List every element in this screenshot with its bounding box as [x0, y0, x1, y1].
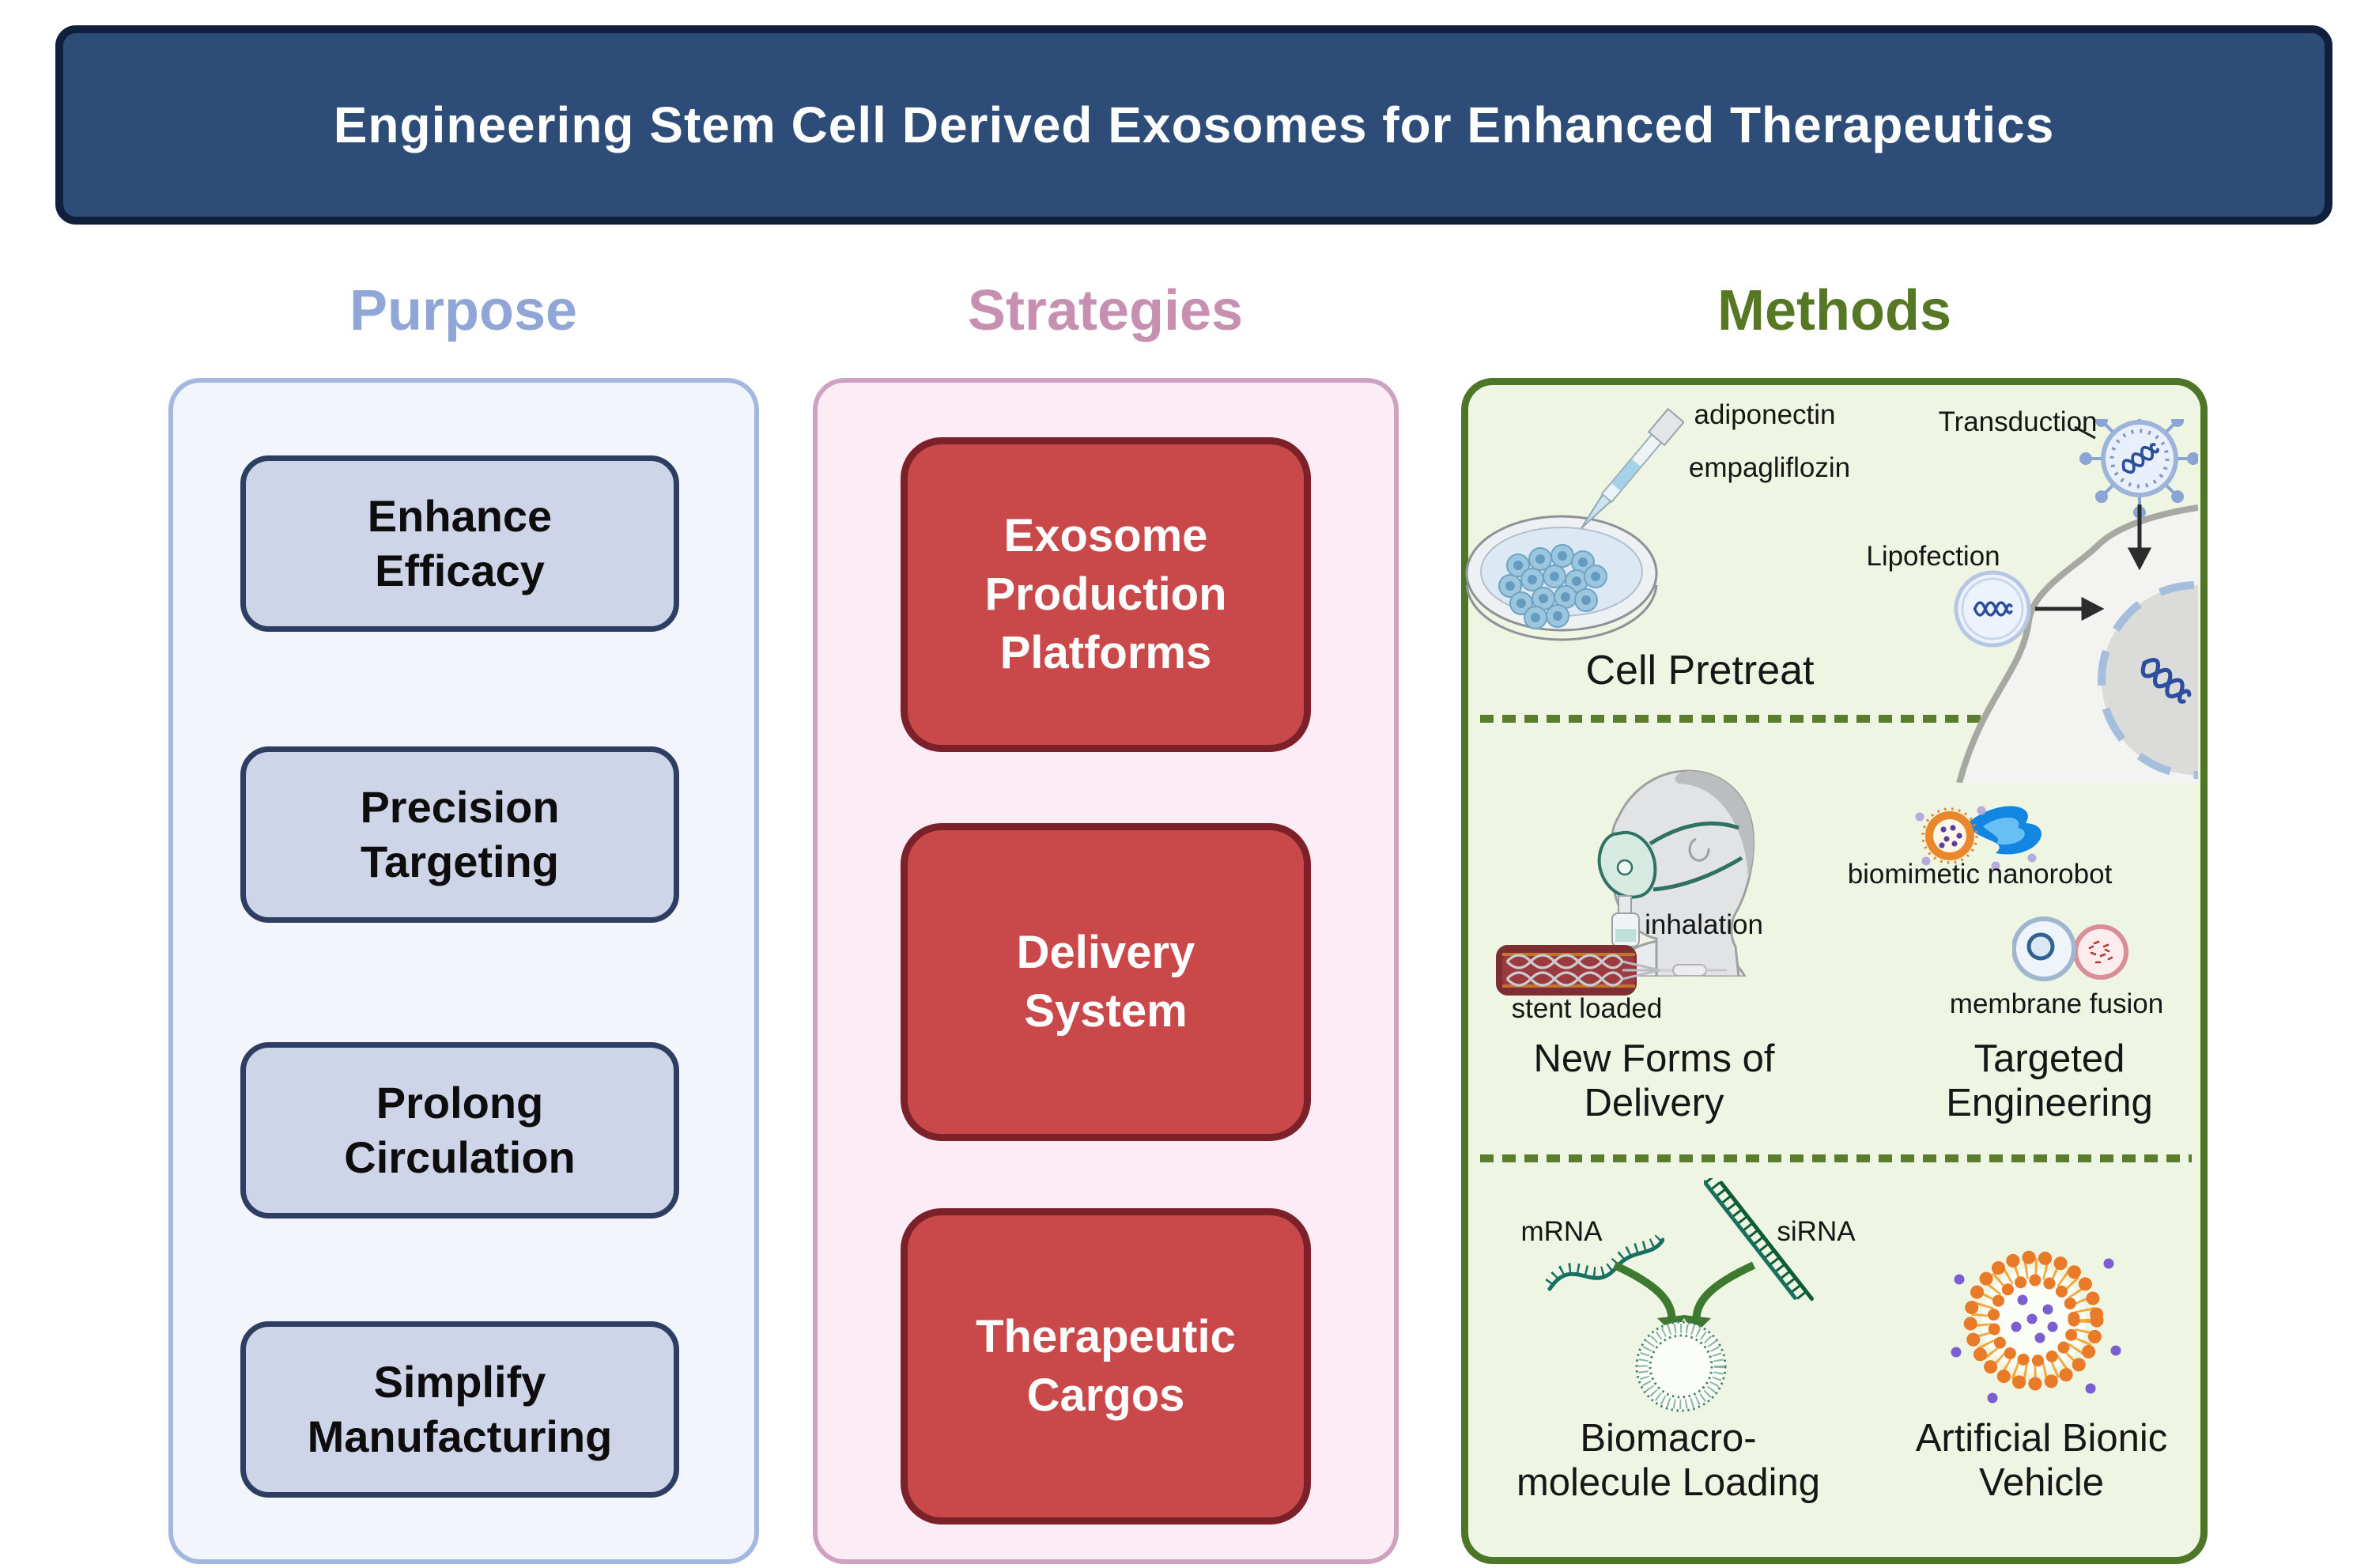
petri-dish-icon — [1465, 407, 1684, 641]
stent-mesh — [1505, 954, 1624, 987]
purpose-box-prolong-circulation: Prolong Circulation — [240, 1042, 679, 1219]
liposome-arrow — [2035, 596, 2105, 622]
mrna-strand-icon — [1546, 1230, 1664, 1291]
section-label-new-forms-of-delivery: New Forms of Delivery — [1533, 1037, 1775, 1124]
ligand-dots — [1915, 806, 2037, 871]
ear — [1688, 837, 1710, 862]
biomimetic-nanorobot-icon — [1915, 806, 2042, 871]
membrane-fusion-icon — [2012, 916, 2128, 981]
section-label-cell-pretreat: Cell Pretreat — [1585, 648, 1815, 693]
entry-arrow — [2127, 504, 2152, 571]
strategy-box-therapeutic-cargos: Therapeutic Cargos — [901, 1208, 1311, 1525]
label-empagliflozin: empagliflozin — [1688, 452, 1851, 483]
cell-transfection-scene — [1954, 419, 2198, 783]
title-banner: Engineering Stem Cell Derived Exosomes f… — [55, 25, 2332, 225]
methods-divider-2 — [1480, 1154, 2192, 1162]
exosome-vesicle-icon — [1635, 1321, 1727, 1412]
label-mrna: mRNA — [1520, 1216, 1603, 1247]
label-membrane-fusion: membrane fusion — [1949, 988, 2164, 1019]
cell-membrane — [1956, 504, 2198, 783]
sirna-strand-icon — [1704, 1178, 1815, 1302]
inhalation-person-icon — [1597, 769, 1754, 977]
nucleus — [2098, 581, 2198, 779]
label-sirna: siRNA — [1777, 1216, 1856, 1247]
mask-strap-bottom — [1652, 856, 1743, 892]
label-adiponectin: adiponectin — [1694, 399, 1836, 430]
column-header-strategies: Strategies — [967, 279, 1244, 342]
label-transduction: Transduction — [1938, 406, 2098, 437]
cargo-dots — [1951, 1258, 2121, 1404]
label-stent-loaded: stent loaded — [1511, 993, 1663, 1024]
purpose-box-precision-targeting: Precision Targeting — [240, 746, 679, 923]
stem-cells — [1498, 544, 1607, 629]
figure-title: Engineering Stem Cell Derived Exosomes f… — [333, 96, 2055, 153]
purpose-box-enhance-efficacy: Enhance Efficacy — [240, 455, 679, 632]
fusion-cargo-specks — [2088, 940, 2113, 964]
pipette-icon — [1581, 407, 1684, 529]
column-header-purpose: Purpose — [349, 279, 578, 342]
hair — [1675, 771, 1754, 878]
column-header-methods: Methods — [1717, 279, 1951, 342]
lipofection-liposome-icon — [1954, 570, 2031, 648]
label-lipofection: Lipofection — [1866, 541, 2000, 572]
nanorobot-cargo-dots — [1939, 825, 1962, 848]
bionic-vehicle-icon — [1951, 1250, 2121, 1404]
catheter-wires — [1622, 960, 1660, 980]
section-label-biomacromolecule-loading: Biomacro- molecule Loading — [1516, 1417, 1821, 1504]
section-label-artificial-bionic-vehicle: Artificial Bionic Vehicle — [1915, 1417, 2168, 1504]
transduction-virus-icon — [2079, 419, 2198, 519]
label-inhalation: inhalation — [1645, 909, 1763, 940]
purpose-box-simplify-manufacturing: Simplify Manufacturing — [240, 1321, 679, 1498]
methods-divider-1 — [1480, 715, 2192, 723]
strategy-box-delivery-system: Delivery System — [901, 823, 1311, 1141]
transduction-pointer-line — [2074, 425, 2096, 440]
stent-icon — [1496, 945, 1727, 996]
strategy-box-exosome-production: Exosome Production Platforms — [901, 437, 1311, 752]
mask-strap-top — [1649, 822, 1739, 846]
section-label-targeted-engineering: Targeted Engineering — [1946, 1037, 2153, 1124]
label-biomimetic-nanorobot: biomimetic nanorobot — [1847, 859, 2113, 890]
catheter-handle — [1672, 964, 1707, 977]
